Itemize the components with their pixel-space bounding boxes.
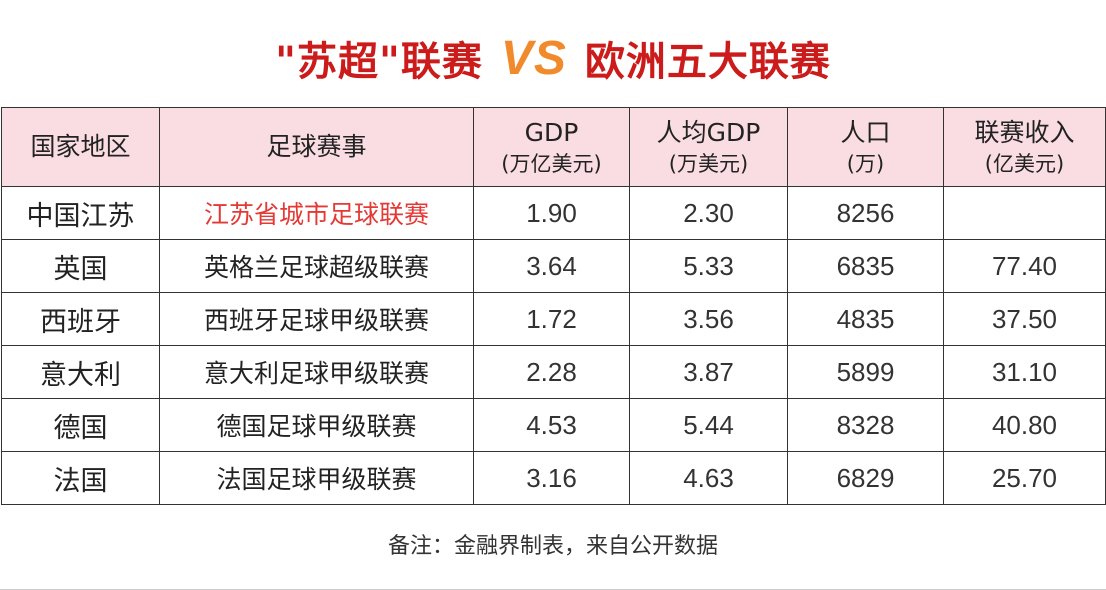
table-row: 意大利 意大利足球甲级联赛 2.28 3.87 5899 31.10 <box>1 345 1106 399</box>
header-gdp-per-capita: 人均GDP (万美元) <box>629 107 788 187</box>
header-gdp-per-capita-unit: (万美元) <box>668 151 749 176</box>
cell-gdp: 3.64 <box>473 239 630 293</box>
cell-region: 英国 <box>1 239 160 293</box>
cell-revenue: 25.70 <box>943 451 1106 505</box>
cell-region: 意大利 <box>1 345 160 399</box>
cell-gdp-per-capita: 5.44 <box>629 398 788 452</box>
cell-population: 8328 <box>787 398 944 452</box>
title-left: "苏超"联赛 <box>275 39 483 85</box>
header-gdp: GDP (万亿美元) <box>473 107 630 187</box>
cell-population: 4835 <box>787 292 944 346</box>
cell-revenue: 37.50 <box>943 292 1106 346</box>
cell-revenue: 31.10 <box>943 345 1106 399</box>
cell-population: 6835 <box>787 239 944 293</box>
cell-gdp: 1.72 <box>473 292 630 346</box>
cell-gdp: 2.28 <box>473 345 630 399</box>
header-population-unit: (万) <box>846 151 885 176</box>
page-title: "苏超"联赛 VS 欧洲五大联赛 <box>0 26 1106 90</box>
table-row: 中国江苏 江苏省城市足球联赛 1.90 2.30 8256 <box>1 186 1106 240</box>
header-population: 人口 (万) <box>787 107 944 187</box>
header-region: 国家地区 <box>1 107 160 187</box>
cell-league: 德国足球甲级联赛 <box>159 398 474 452</box>
header-revenue: 联赛收入 (亿美元) <box>943 107 1106 187</box>
table-header-row: 国家地区 足球赛事 GDP (万亿美元) 人均GDP (万美元) 人口 (万) … <box>1 107 1106 187</box>
cell-revenue <box>943 186 1106 240</box>
header-gdp-unit: (万亿美元) <box>501 151 602 176</box>
cell-gdp-per-capita: 5.33 <box>629 239 788 293</box>
cell-region: 德国 <box>1 398 160 452</box>
cell-population: 6829 <box>787 451 944 505</box>
cell-gdp: 3.16 <box>473 451 630 505</box>
cell-revenue: 40.80 <box>943 398 1106 452</box>
cell-gdp-per-capita: 4.63 <box>629 451 788 505</box>
cell-gdp: 4.53 <box>473 398 630 452</box>
cell-region: 法国 <box>1 451 160 505</box>
cell-gdp-per-capita: 3.56 <box>629 292 788 346</box>
header-league: 足球赛事 <box>159 107 474 187</box>
cell-region: 中国江苏 <box>1 186 160 240</box>
table-row: 德国 德国足球甲级联赛 4.53 5.44 8328 40.80 <box>1 398 1106 452</box>
cell-gdp-per-capita: 3.87 <box>629 345 788 399</box>
cell-region: 西班牙 <box>1 292 160 346</box>
table-row: 西班牙 西班牙足球甲级联赛 1.72 3.56 4835 37.50 <box>1 292 1106 346</box>
cell-league: 法国足球甲级联赛 <box>159 451 474 505</box>
cell-league: 英格兰足球超级联赛 <box>159 239 474 293</box>
cell-population: 5899 <box>787 345 944 399</box>
title-vs: VS <box>500 31 567 85</box>
cell-league: 意大利足球甲级联赛 <box>159 345 474 399</box>
cell-league: 西班牙足球甲级联赛 <box>159 292 474 346</box>
table-row: 英国 英格兰足球超级联赛 3.64 5.33 6835 77.40 <box>1 239 1106 293</box>
header-revenue-unit: (亿美元) <box>984 151 1065 176</box>
cell-population: 8256 <box>787 186 944 240</box>
cell-gdp-per-capita: 2.30 <box>629 186 788 240</box>
comparison-table: 国家地区 足球赛事 GDP (万亿美元) 人均GDP (万美元) 人口 (万) … <box>1 107 1106 505</box>
title-right: 欧洲五大联赛 <box>584 39 831 85</box>
cell-revenue: 77.40 <box>943 239 1106 293</box>
footnote: 备注：金融界制表，来自公开数据 <box>387 534 718 559</box>
table-row: 法国 法国足球甲级联赛 3.16 4.63 6829 25.70 <box>1 451 1106 505</box>
cell-league: 江苏省城市足球联赛 <box>159 186 474 240</box>
cell-gdp: 1.90 <box>473 186 630 240</box>
